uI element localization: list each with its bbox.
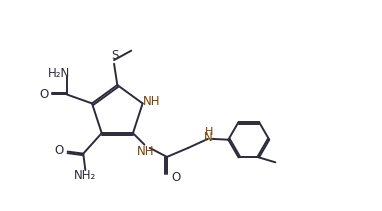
Text: N: N [204,131,213,144]
Text: NH₂: NH₂ [74,169,96,182]
Text: NH: NH [143,95,160,108]
Text: S: S [111,49,118,62]
Text: NH: NH [137,145,155,158]
Text: H: H [205,127,214,137]
Text: O: O [172,171,181,184]
Text: O: O [39,88,48,101]
Text: H₂N: H₂N [48,67,70,80]
Text: O: O [54,144,64,157]
